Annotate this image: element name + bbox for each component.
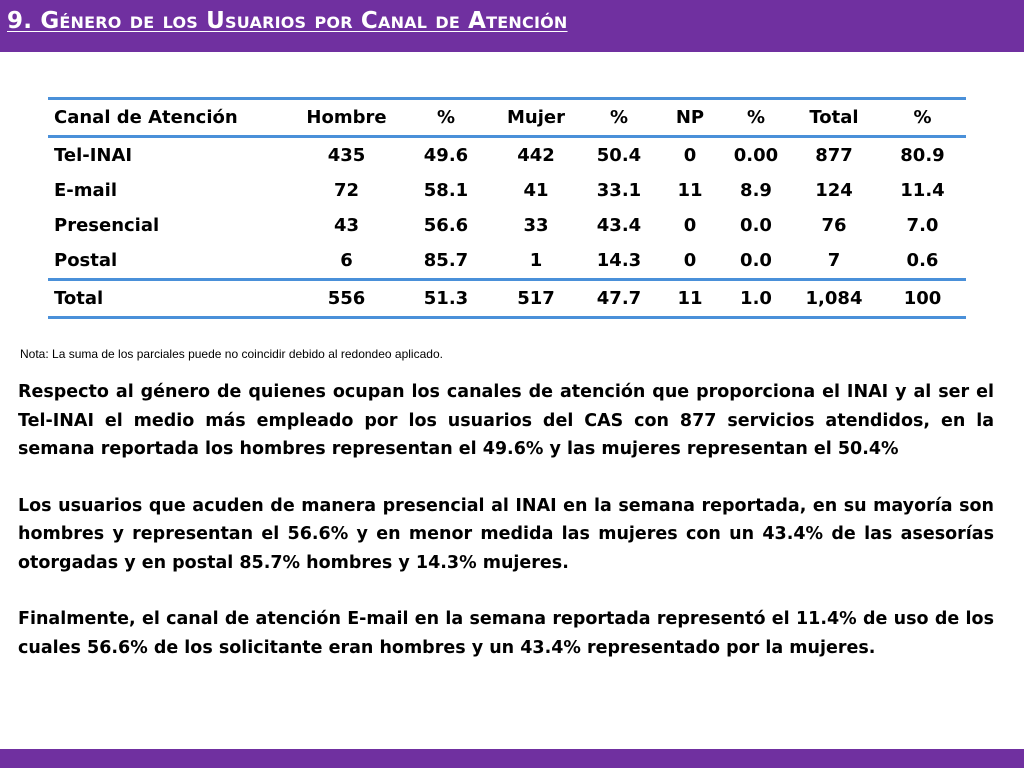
table-cell: 11 — [677, 288, 703, 309]
table-cell: 877 — [815, 145, 853, 166]
table-cell: 7 — [827, 250, 841, 271]
column-header: NP — [675, 107, 705, 128]
column-header: Canal de Atención — [54, 107, 238, 128]
table-cell: 0.0 — [740, 250, 772, 271]
column-header: Hombre — [306, 107, 387, 128]
column-header: % — [609, 107, 629, 128]
table-cell: 124 — [815, 180, 853, 201]
gender-channel-table: Canal de Atención Hombre % Mujer % NP % … — [48, 97, 966, 319]
body-text: Respecto al género de quienes ocupan los… — [18, 378, 994, 690]
table-header-row: Canal de Atención Hombre % Mujer % NP % … — [48, 98, 966, 137]
table-cell: E-mail — [54, 180, 118, 201]
table-cell: Tel-INAI — [54, 145, 133, 166]
table-cell: 51.3 — [423, 288, 469, 309]
table-cell: 85.7 — [423, 250, 469, 271]
table-cell: 14.3 — [596, 250, 642, 271]
table-cell: 41 — [523, 180, 549, 201]
paragraph: Respecto al género de quienes ocupan los… — [18, 382, 994, 459]
paragraph: Los usuarios que acuden de manera presen… — [18, 495, 994, 573]
column-header: % — [913, 107, 932, 128]
table-cell: Total — [54, 288, 104, 309]
column-header: Total — [809, 107, 859, 128]
title-bar: 9. Género de los Usuarios por Canal de A… — [0, 0, 1024, 52]
table-cell: 1,084 — [805, 288, 863, 309]
table-cell: 33 — [523, 215, 549, 236]
table-cell: 11.4 — [900, 180, 945, 201]
column-header: % — [746, 107, 766, 128]
table-cell: 6 — [340, 250, 353, 271]
table-cell: 58.1 — [423, 180, 469, 201]
table-cell: 33.1 — [596, 180, 642, 201]
table-cell: 76 — [821, 215, 847, 236]
table-cell: 7.0 — [906, 215, 939, 236]
table-cell: 43.4 — [596, 215, 642, 236]
table-cell: 80.9 — [900, 145, 945, 166]
gender-channel-table-container: Canal de Atención Hombre % Mujer % NP % … — [48, 97, 966, 319]
table-cell: 47.7 — [596, 288, 642, 309]
table-cell: 43 — [333, 215, 360, 236]
table-total-row: Total 556 51.3 517 47.7 11 1.0 1,084 100 — [48, 279, 966, 318]
table-cell: 442 — [517, 145, 555, 166]
rounding-note: Nota: La suma de los parciales puede no … — [20, 347, 443, 361]
table-cell: 11 — [677, 180, 703, 201]
table-cell: 0 — [683, 145, 697, 166]
table-row: E-mail 72 58.1 41 33.1 11 8.9 124 11.4 — [48, 173, 966, 208]
table-cell: 100 — [903, 288, 942, 309]
table-row: Postal 6 85.7 1 14.3 0 0.0 7 0.6 — [48, 243, 966, 280]
table-cell: 1.0 — [740, 288, 772, 309]
table-cell: 0 — [683, 215, 697, 236]
table-row: Presencial 43 56.6 33 43.4 0 0.0 76 7.0 — [48, 208, 966, 243]
table-cell: 50.4 — [596, 145, 642, 166]
table-cell: 556 — [327, 288, 366, 309]
table-cell: 8.9 — [740, 180, 772, 201]
footer-bar — [0, 749, 1024, 768]
table-cell: 0.6 — [906, 250, 939, 271]
table-cell: 435 — [327, 145, 366, 166]
table-cell: 517 — [517, 288, 555, 309]
page-title: 9. Género de los Usuarios por Canal de A… — [7, 8, 568, 34]
table-cell: 0.00 — [733, 145, 779, 166]
table-cell: 49.6 — [423, 145, 469, 166]
paragraph: Finalmente, el canal de atención E-mail … — [18, 609, 994, 658]
table-cell: Presencial — [54, 215, 160, 236]
table-cell: 0.0 — [740, 215, 772, 236]
table-cell: 72 — [333, 180, 360, 201]
column-header: % — [436, 107, 456, 128]
table-cell: 1 — [529, 250, 543, 271]
table-cell: 56.6 — [423, 215, 469, 236]
table-cell: 0 — [683, 250, 697, 271]
table-cell: Postal — [54, 250, 118, 271]
column-header: Mujer — [507, 107, 565, 128]
table-row: Tel-INAI 435 49.6 442 50.4 0 0.00 877 80… — [48, 137, 966, 174]
